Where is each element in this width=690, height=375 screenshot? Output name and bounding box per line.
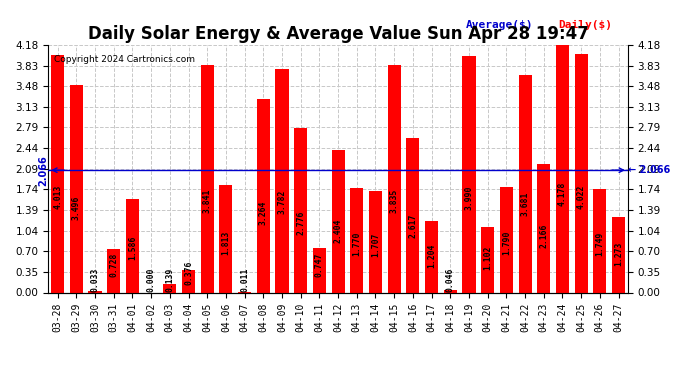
Text: 0.376: 0.376: [184, 260, 193, 285]
Text: 3.782: 3.782: [277, 190, 286, 214]
Text: 1.102: 1.102: [483, 245, 492, 270]
Text: 4.022: 4.022: [577, 185, 586, 209]
Bar: [500, 186, 513, 292]
Text: 0.033: 0.033: [90, 267, 99, 292]
Text: 2.404: 2.404: [333, 218, 343, 243]
Text: 0.046: 0.046: [446, 267, 455, 292]
Bar: [462, 56, 475, 292]
Text: 3.990: 3.990: [464, 186, 473, 210]
Text: 0.747: 0.747: [315, 253, 324, 277]
Text: 1.273: 1.273: [614, 242, 623, 266]
Bar: [425, 221, 438, 292]
Text: 2.617: 2.617: [408, 214, 417, 238]
Bar: [294, 128, 307, 292]
Text: 0.000: 0.000: [147, 267, 156, 292]
Bar: [182, 270, 195, 292]
Bar: [126, 199, 139, 292]
Bar: [369, 191, 382, 292]
Text: 1.586: 1.586: [128, 235, 137, 260]
Bar: [332, 150, 344, 292]
Text: 2.066: 2.066: [39, 155, 48, 186]
Bar: [481, 227, 494, 292]
Text: 3.264: 3.264: [259, 201, 268, 225]
Text: Average($): Average($): [466, 20, 533, 30]
Bar: [575, 54, 588, 292]
Text: 3.835: 3.835: [390, 189, 399, 213]
Bar: [88, 291, 101, 292]
Text: Copyright 2024 Cartronics.com: Copyright 2024 Cartronics.com: [54, 55, 195, 64]
Text: 1.707: 1.707: [371, 233, 380, 257]
Bar: [444, 290, 457, 292]
Text: 1.770: 1.770: [353, 231, 362, 256]
Text: 2.776: 2.776: [296, 211, 305, 235]
Text: 0.139: 0.139: [166, 267, 175, 292]
Text: 1.790: 1.790: [502, 231, 511, 255]
Text: 3.841: 3.841: [203, 189, 212, 213]
Bar: [70, 86, 83, 292]
Text: 1.749: 1.749: [595, 232, 604, 256]
Bar: [275, 69, 288, 292]
Bar: [612, 217, 625, 292]
Bar: [406, 138, 420, 292]
Bar: [351, 188, 364, 292]
Bar: [107, 249, 120, 292]
Text: 4.178: 4.178: [558, 182, 567, 206]
Text: Daily($): Daily($): [558, 20, 612, 30]
Text: 3.681: 3.681: [520, 192, 529, 216]
Text: 1.204: 1.204: [427, 243, 436, 267]
Title: Daily Solar Energy & Average Value Sun Apr 28 19:47: Daily Solar Energy & Average Value Sun A…: [88, 26, 589, 44]
Bar: [556, 45, 569, 292]
Text: 0.011: 0.011: [240, 267, 249, 292]
Bar: [388, 65, 401, 292]
Bar: [313, 248, 326, 292]
Bar: [518, 75, 531, 292]
Text: 2.166: 2.166: [540, 223, 549, 248]
Bar: [593, 189, 607, 292]
Bar: [164, 284, 177, 292]
Text: 0.728: 0.728: [109, 253, 118, 278]
Bar: [201, 65, 214, 292]
Bar: [219, 185, 233, 292]
Bar: [538, 164, 551, 292]
Text: 3.496: 3.496: [72, 196, 81, 220]
Text: 4.013: 4.013: [53, 185, 62, 209]
Bar: [51, 55, 64, 292]
Text: ← 2.066: ← 2.066: [628, 165, 670, 175]
Text: 1.813: 1.813: [221, 231, 230, 255]
Bar: [257, 99, 270, 292]
